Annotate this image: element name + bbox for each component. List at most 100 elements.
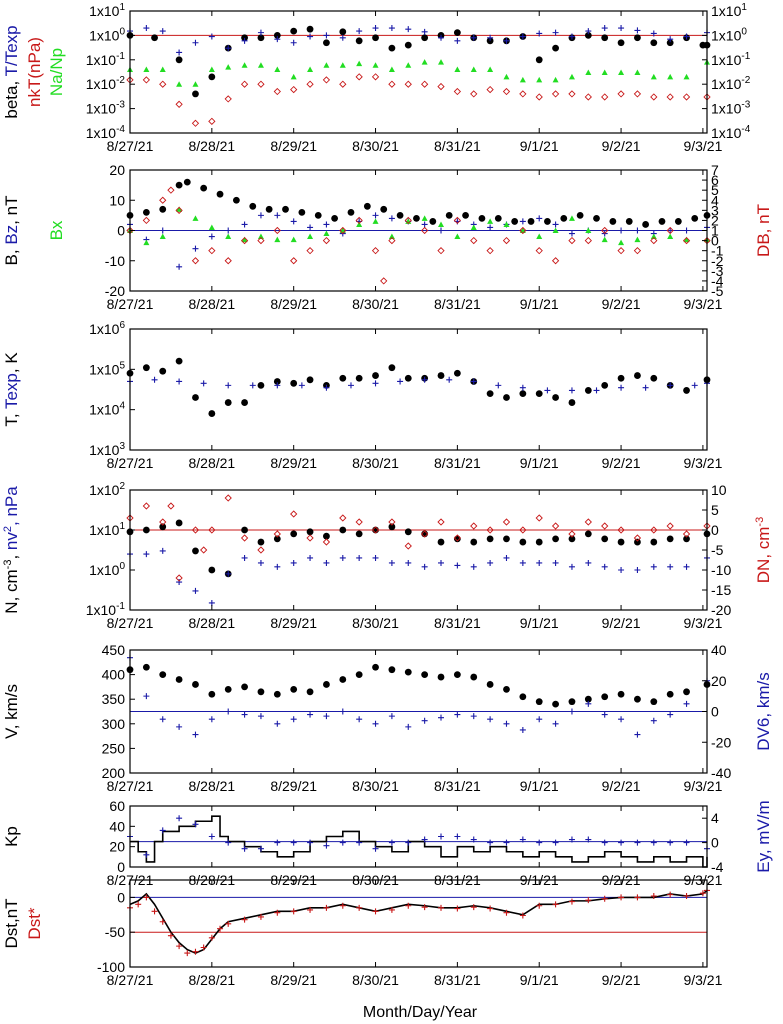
y-tick-label: 0 <box>117 859 125 875</box>
data-point <box>584 387 592 394</box>
data-point <box>339 80 347 88</box>
data-point <box>601 522 609 530</box>
y2-tick-label: -10 <box>711 562 731 578</box>
data-point <box>143 851 150 858</box>
data-point <box>666 93 674 101</box>
data-point <box>519 90 527 98</box>
data-point <box>617 90 625 98</box>
data-point <box>544 387 551 394</box>
data-point <box>634 695 641 703</box>
data-point <box>372 34 379 42</box>
data-point <box>683 563 690 570</box>
y-tick-label: 450 <box>102 642 126 658</box>
data-point <box>535 247 543 255</box>
data-point <box>331 215 339 222</box>
x-tick-label: 8/31/21 <box>434 778 481 794</box>
y-axis-title: T, Texp, K <box>2 352 21 427</box>
data-point <box>421 34 429 42</box>
y2-tick-label: 40 <box>711 642 727 658</box>
y-tick-label: 350 <box>102 691 126 707</box>
data-point <box>445 211 453 219</box>
x-tick-label: 8/29/21 <box>270 972 317 988</box>
data-point <box>240 534 249 542</box>
series-ey <box>127 815 710 858</box>
data-point <box>200 380 207 387</box>
data-point <box>355 374 363 382</box>
x-tick-label: 9/3/21 <box>683 615 722 631</box>
data-point <box>486 37 494 45</box>
y2-tick-label: 7 <box>711 162 719 178</box>
data-point <box>470 378 477 385</box>
y2-tick-label: -20 <box>711 602 731 618</box>
x-tick-label: 9/3/21 <box>683 455 722 471</box>
y2-tick-label: 10 <box>711 482 727 498</box>
data-point <box>618 894 625 901</box>
data-point <box>404 80 412 88</box>
data-point <box>372 720 379 727</box>
data-point <box>691 382 698 389</box>
data-point <box>503 394 510 401</box>
data-point <box>323 62 330 68</box>
series-nv2 <box>127 547 710 606</box>
data-point <box>322 538 331 546</box>
data-point <box>355 671 363 678</box>
data-point <box>282 205 289 213</box>
data-point <box>650 698 658 706</box>
series-t <box>126 357 711 417</box>
data-point <box>339 28 347 36</box>
y-axis-title-2: Dst* <box>25 907 44 940</box>
data-point <box>388 236 396 245</box>
data-point <box>175 519 183 527</box>
data-point <box>225 64 232 70</box>
x-tick-label: 8/29/21 <box>270 615 317 631</box>
data-point <box>191 526 200 534</box>
data-point <box>192 81 199 87</box>
data-point <box>453 671 461 678</box>
data-point <box>347 208 355 216</box>
y2-tick-label: 1x10-4 <box>711 124 751 141</box>
data-point <box>322 236 331 245</box>
data-point <box>208 224 215 230</box>
data-point <box>225 570 232 577</box>
data-point <box>683 893 690 900</box>
data-point <box>143 894 150 901</box>
data-point <box>142 526 150 534</box>
data-point <box>552 700 559 708</box>
data-point <box>642 221 650 228</box>
data-point <box>568 236 576 245</box>
y-tick-label: 1x10-1 <box>86 601 126 618</box>
data-point <box>225 839 232 846</box>
data-point <box>502 518 511 526</box>
x-tick-label: 8/27/21 <box>107 455 154 471</box>
data-point <box>584 236 592 245</box>
data-point <box>634 34 641 42</box>
y2-tick-label: -4 <box>711 859 724 875</box>
data-point <box>683 227 690 234</box>
y2-tick-label: 4 <box>711 192 719 208</box>
data-point <box>634 538 641 546</box>
y2-tick-label: -4 <box>711 273 724 289</box>
data-point <box>617 526 625 534</box>
data-point <box>306 25 314 33</box>
data-point <box>274 839 281 846</box>
data-point <box>560 215 568 222</box>
data-point <box>552 901 559 908</box>
data-point <box>658 218 666 225</box>
data-point <box>650 73 657 80</box>
data-point <box>486 526 494 534</box>
data-point <box>667 227 674 234</box>
data-point <box>274 382 281 389</box>
data-point <box>437 82 445 91</box>
data-point <box>371 73 380 81</box>
y2-tick-label: 0 <box>711 522 719 538</box>
data-point <box>666 226 674 235</box>
data-point <box>519 33 526 40</box>
y-tick-label: 1x10-3 <box>86 100 126 117</box>
x-tick-label: 8/30/21 <box>352 455 399 471</box>
x-tick-label: 8/31/21 <box>434 972 481 988</box>
y-axis-title: Dst,nT <box>2 898 21 948</box>
data-point <box>536 76 543 83</box>
data-point <box>143 66 150 73</box>
data-point <box>240 236 249 245</box>
data-point <box>519 390 527 398</box>
